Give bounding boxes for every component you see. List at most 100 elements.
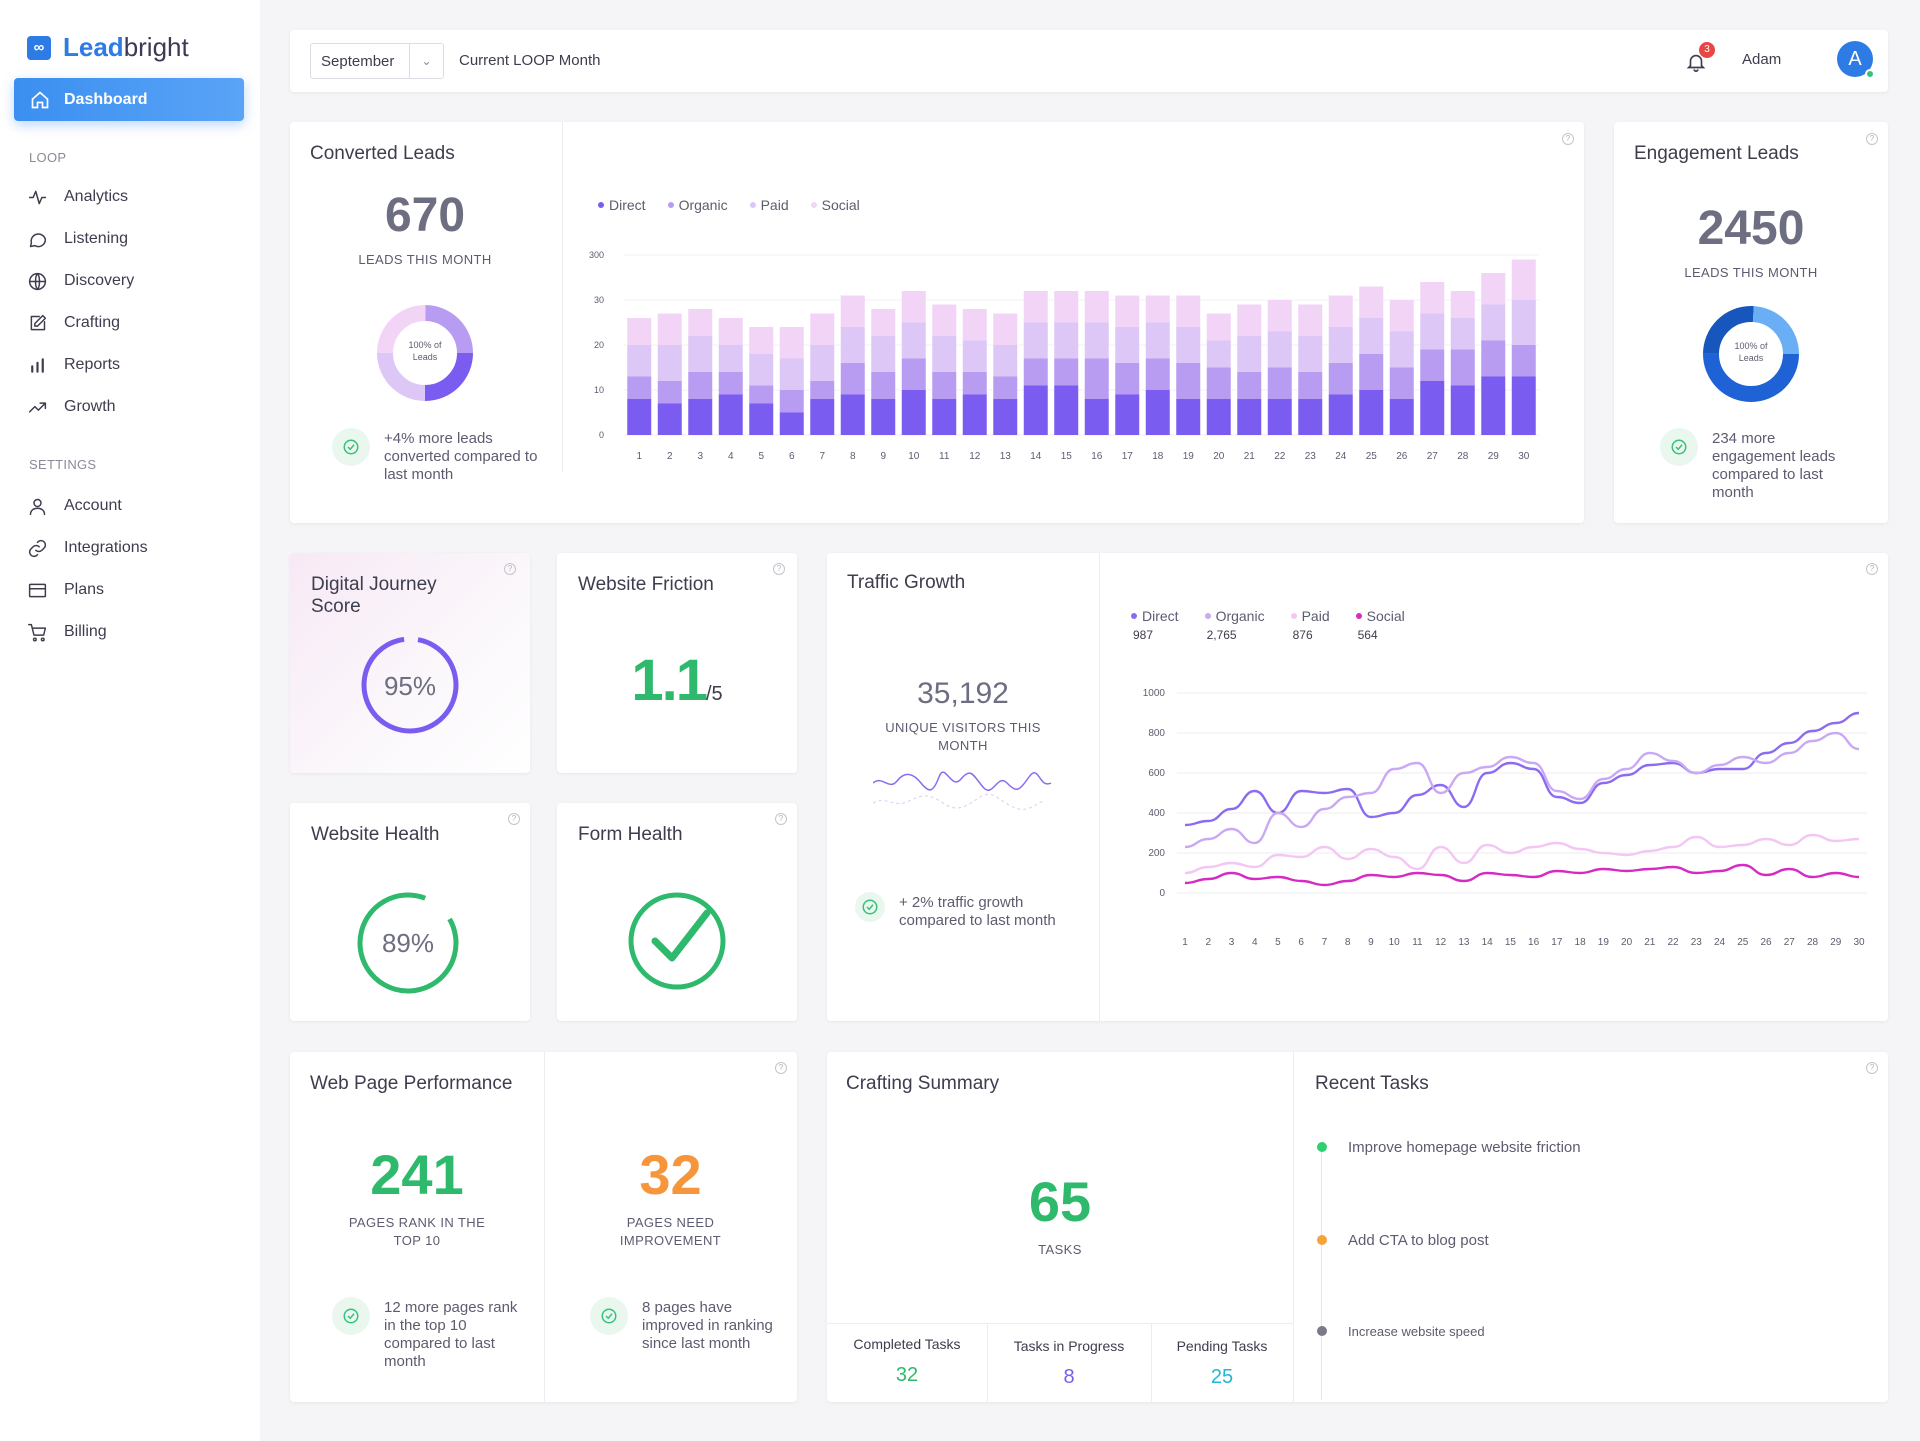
sidebar-item-integrations[interactable]: Integrations <box>27 534 148 562</box>
bar-segment-direct[interactable] <box>1176 399 1201 435</box>
bar-segment-organic[interactable] <box>810 381 835 399</box>
series-line-social[interactable] <box>1184 863 1860 887</box>
sidebar-item-analytics[interactable]: Analytics <box>27 183 128 211</box>
bar-segment-social[interactable] <box>1054 291 1079 323</box>
bar-segment-social[interactable] <box>1511 259 1536 301</box>
bar-segment-paid[interactable] <box>1206 340 1231 368</box>
bar-segment-paid[interactable] <box>1115 327 1140 363</box>
bar-segment-social[interactable] <box>718 318 743 345</box>
bar-segment-direct[interactable] <box>627 399 652 435</box>
bar-segment-social[interactable] <box>1237 304 1262 337</box>
bar-segment-social[interactable] <box>1023 291 1048 323</box>
help-icon[interactable]: ? <box>775 813 787 825</box>
bar-segment-social[interactable] <box>1145 295 1170 323</box>
bar-segment-direct[interactable] <box>1237 399 1262 435</box>
bar-segment-organic[interactable] <box>688 372 713 399</box>
bar-segment-paid[interactable] <box>1328 327 1353 363</box>
bar-segment-organic[interactable] <box>1115 363 1140 395</box>
bar-segment-social[interactable] <box>932 304 957 337</box>
bar-segment-paid[interactable] <box>749 354 774 386</box>
bar-segment-direct[interactable] <box>1145 390 1170 435</box>
sidebar-item-growth[interactable]: Growth <box>27 393 116 421</box>
bar-segment-paid[interactable] <box>1450 318 1475 350</box>
bar-segment-paid[interactable] <box>871 336 896 372</box>
bar-segment-organic[interactable] <box>1389 367 1414 400</box>
bar-segment-paid[interactable] <box>1267 331 1292 368</box>
bar-segment-social[interactable] <box>1298 304 1323 337</box>
bar-segment-paid[interactable] <box>1176 327 1201 363</box>
bar-segment-organic[interactable] <box>1359 354 1384 390</box>
task-item[interactable]: Increase website speed <box>1348 1324 1485 1339</box>
user-name[interactable]: Adam <box>1742 51 1782 68</box>
bar-segment-paid[interactable] <box>840 327 865 363</box>
brand-logo[interactable]: ∞ Leadbright <box>27 32 189 63</box>
bar-segment-direct[interactable] <box>749 403 774 436</box>
bar-segment-paid[interactable] <box>718 345 743 372</box>
bar-segment-social[interactable] <box>993 313 1018 346</box>
bar-segment-organic[interactable] <box>657 381 682 404</box>
bar-segment-direct[interactable] <box>932 399 957 435</box>
bar-segment-organic[interactable] <box>1237 372 1262 399</box>
bar-segment-paid[interactable] <box>901 322 926 359</box>
bar-segment-direct[interactable] <box>718 394 743 436</box>
bar-segment-direct[interactable] <box>1481 376 1506 436</box>
bar-segment-social[interactable] <box>901 291 926 323</box>
bar-segment-direct[interactable] <box>1023 385 1048 436</box>
avatar[interactable]: A <box>1837 41 1875 79</box>
bar-segment-paid[interactable] <box>1298 336 1323 372</box>
help-icon[interactable]: ? <box>775 1062 787 1074</box>
bar-segment-organic[interactable] <box>1267 367 1292 400</box>
bar-segment-direct[interactable] <box>1359 390 1384 435</box>
bar-segment-social[interactable] <box>1481 273 1506 305</box>
bar-segment-direct[interactable] <box>1084 399 1109 435</box>
bar-segment-social[interactable] <box>1328 295 1353 328</box>
help-icon[interactable]: ? <box>1866 133 1878 145</box>
bar-segment-organic[interactable] <box>901 358 926 391</box>
bar-segment-paid[interactable] <box>932 336 957 372</box>
bar-segment-direct[interactable] <box>840 394 865 436</box>
bar-segment-organic[interactable] <box>1145 358 1170 391</box>
completed-tasks-stat[interactable]: Completed Tasks 32 <box>827 1336 987 1387</box>
sidebar-item-billing[interactable]: Billing <box>27 618 107 646</box>
bar-segment-organic[interactable] <box>1206 367 1231 400</box>
bar-segment-paid[interactable] <box>688 336 713 372</box>
bar-segment-organic[interactable] <box>1511 345 1536 377</box>
bar-segment-direct[interactable] <box>901 390 926 435</box>
help-icon[interactable]: ? <box>508 813 520 825</box>
bar-segment-paid[interactable] <box>657 345 682 381</box>
sidebar-item-reports[interactable]: Reports <box>27 351 120 379</box>
bar-segment-direct[interactable] <box>993 399 1018 435</box>
bar-segment-paid[interactable] <box>1359 318 1384 354</box>
bar-segment-paid[interactable] <box>962 340 987 373</box>
bar-segment-paid[interactable] <box>1084 322 1109 359</box>
bar-segment-organic[interactable] <box>932 372 957 399</box>
bar-segment-paid[interactable] <box>1237 336 1262 372</box>
bar-segment-paid[interactable] <box>779 358 804 391</box>
bar-segment-paid[interactable] <box>1054 322 1079 359</box>
bar-segment-social[interactable] <box>962 309 987 341</box>
help-icon[interactable]: ? <box>504 563 516 575</box>
bar-segment-organic[interactable] <box>627 376 652 400</box>
bar-segment-organic[interactable] <box>1450 349 1475 386</box>
bar-segment-organic[interactable] <box>1298 372 1323 399</box>
bar-segment-social[interactable] <box>657 313 682 346</box>
month-select[interactable]: September ⌄ <box>310 43 444 79</box>
pending-tasks-stat[interactable]: Pending Tasks 25 <box>1151 1338 1293 1389</box>
bar-segment-direct[interactable] <box>1206 399 1231 435</box>
bar-segment-paid[interactable] <box>1023 322 1048 359</box>
bar-segment-direct[interactable] <box>1267 399 1292 435</box>
bar-segment-paid[interactable] <box>1481 304 1506 341</box>
bar-segment-direct[interactable] <box>1420 381 1445 435</box>
bar-segment-organic[interactable] <box>840 363 865 395</box>
notifications-button[interactable]: 3 <box>1685 42 1715 74</box>
bar-segment-organic[interactable] <box>993 376 1018 400</box>
sidebar-item-discovery[interactable]: Discovery <box>27 267 134 295</box>
bar-segment-social[interactable] <box>1450 291 1475 318</box>
bar-segment-direct[interactable] <box>1298 399 1323 435</box>
bar-segment-organic[interactable] <box>962 372 987 395</box>
bar-segment-organic[interactable] <box>1328 363 1353 395</box>
task-item[interactable]: Improve homepage website friction <box>1348 1139 1581 1156</box>
bar-segment-social[interactable] <box>1206 313 1231 341</box>
bar-segment-organic[interactable] <box>871 372 896 399</box>
bar-segment-direct[interactable] <box>657 403 682 436</box>
